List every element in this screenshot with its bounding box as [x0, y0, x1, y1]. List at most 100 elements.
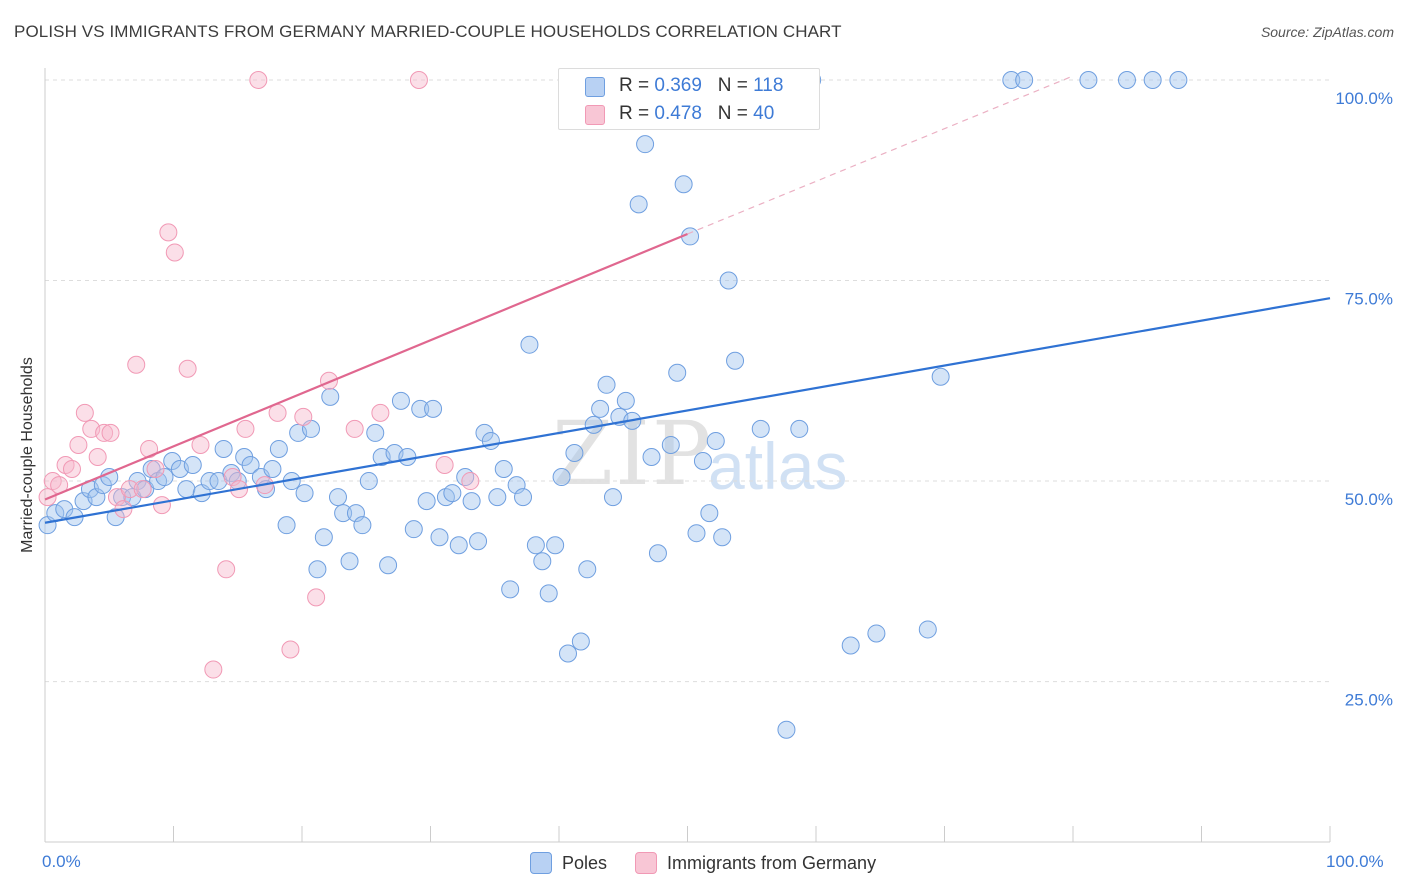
poles-point	[642, 447, 661, 466]
legend-text-germany: R = 0.478 N = 40	[619, 103, 774, 125]
poles-trend-line	[44, 297, 1331, 524]
germany-legend-label: Immigrants from Germany	[667, 852, 877, 873]
poles-point	[1117, 71, 1136, 89]
r-label: R =	[619, 75, 655, 96]
poles-point	[693, 452, 712, 470]
x-tick-label-max: 100.0%	[1326, 852, 1384, 871]
poles-point	[494, 460, 513, 479]
r-value-poles: 0.369	[654, 75, 702, 96]
germany-point	[435, 456, 454, 475]
poles-point	[295, 484, 314, 503]
poles-point	[931, 367, 950, 386]
poles-point	[668, 363, 687, 382]
poles-point	[918, 620, 937, 639]
r-value-germany: 0.478	[654, 103, 702, 124]
poles-point	[424, 399, 443, 418]
poles-point	[411, 399, 430, 418]
germany-point	[236, 419, 255, 438]
poles-point	[177, 480, 196, 499]
y-tick-label: 100.0%	[1335, 89, 1393, 108]
poles-point	[241, 456, 260, 475]
poles-point	[353, 516, 372, 535]
poles-point	[558, 644, 577, 663]
poles-point	[308, 560, 327, 579]
germany-point	[62, 460, 81, 479]
poles-point	[526, 536, 545, 555]
poles-point	[751, 419, 770, 438]
poles-point	[687, 524, 706, 543]
germany-legend-swatch	[635, 852, 658, 874]
poles-point	[700, 504, 719, 523]
poles-point	[449, 536, 468, 555]
poles-point	[1002, 71, 1021, 89]
germany-point	[294, 407, 313, 426]
poles-point	[359, 472, 378, 491]
germany-point	[165, 243, 184, 262]
poles-point	[391, 391, 410, 410]
y-tick-label: 50.0%	[1345, 490, 1393, 509]
germany-point	[146, 460, 165, 479]
poles-point	[867, 624, 886, 643]
poles-point	[636, 135, 655, 154]
poles-point	[366, 423, 385, 442]
legend-item-poles: Poles	[530, 852, 607, 874]
chart-title: POLISH VS IMMIGRANTS FROM GERMANY MARRIE…	[14, 22, 842, 41]
poles-point	[183, 456, 202, 475]
poles-point	[790, 419, 809, 438]
germany-point	[101, 423, 120, 442]
germany-point	[178, 359, 197, 378]
n-value-germany: 40	[753, 103, 775, 124]
poles-point	[533, 552, 552, 571]
poles-point	[841, 636, 860, 655]
poles-point	[661, 435, 680, 454]
n-value-poles: 118	[753, 75, 784, 96]
germany-point	[249, 71, 268, 89]
germany-point	[461, 472, 480, 491]
poles-point	[603, 488, 622, 507]
poles-point	[417, 492, 436, 511]
poles-point	[777, 720, 796, 739]
germany-trend-extension	[687, 75, 1074, 235]
poles-point	[379, 556, 398, 575]
legend-text-poles: R = 0.369 N = 118	[619, 75, 783, 97]
poles-swatch	[585, 77, 605, 97]
poles-point	[713, 528, 732, 547]
correlation-legend: R = 0.369 N = 118 R = 0.478 N = 40	[558, 68, 820, 130]
poles-point	[629, 195, 648, 214]
y-tick-label: 75.0%	[1345, 290, 1393, 309]
poles-point	[578, 560, 597, 579]
germany-trend-line	[44, 232, 688, 501]
germany-point	[95, 423, 114, 442]
watermark-atlas: atlas	[708, 429, 848, 503]
germany-point	[191, 435, 210, 454]
poles-point	[430, 528, 449, 547]
poles-point	[616, 391, 635, 410]
poles-point	[726, 351, 745, 370]
germany-swatch	[585, 105, 605, 125]
poles-point	[571, 632, 590, 651]
poles-point	[269, 439, 288, 458]
poles-point	[340, 552, 359, 571]
poles-point	[404, 520, 423, 539]
germany-point	[75, 403, 94, 422]
poles-point	[514, 488, 533, 507]
germany-point	[409, 71, 428, 89]
source-label: Source: ZipAtlas.com	[1260, 24, 1394, 40]
poles-point	[706, 431, 725, 450]
germany-point	[127, 355, 146, 374]
poles-point	[488, 488, 507, 507]
n-label: N =	[717, 75, 754, 96]
x-tick-label-min: 0.0%	[42, 852, 81, 871]
poles-point	[546, 536, 565, 555]
poles-point	[539, 584, 558, 603]
poles-point	[1079, 71, 1098, 89]
poles-point	[565, 443, 584, 462]
poles-point	[209, 472, 228, 491]
poles-point	[1143, 71, 1162, 89]
germany-point	[345, 419, 364, 438]
poles-point	[674, 175, 693, 194]
series-legend: Poles Immigrants from Germany	[530, 852, 904, 874]
poles-point	[321, 387, 340, 406]
n-label: N =	[717, 103, 754, 124]
